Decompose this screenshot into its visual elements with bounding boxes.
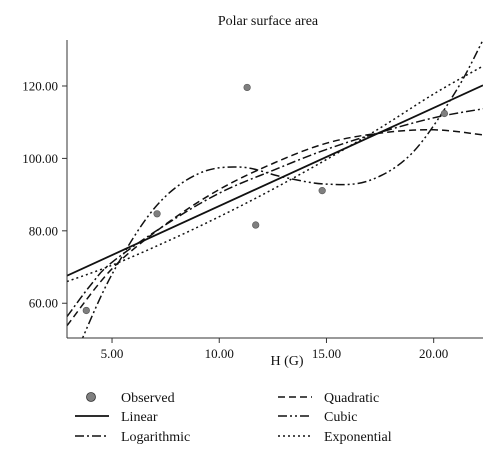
y-axis: 60.00 80.00 100.00 120.00 (22, 40, 68, 338)
chart-title: Polar surface area (218, 14, 319, 29)
y-tick-label: 100.00 (22, 151, 58, 166)
plot-area (67, 40, 483, 338)
series-line-linear (67, 84, 483, 277)
series-line-quadratic (67, 129, 483, 327)
legend-item-cubic: Cubic (278, 410, 357, 425)
legend-label-quadratic: Quadratic (324, 391, 379, 406)
legend-label-cubic: Cubic (324, 410, 357, 425)
legend-item-logarithmic: Logarithmic (75, 430, 190, 445)
legend-swatch-observed (86, 392, 96, 402)
series-line-logarithmic (67, 108, 483, 318)
legend-item-linear: Linear (75, 410, 158, 425)
x-axis-label: H (G) (270, 354, 303, 369)
y-tick-label: 80.00 (29, 223, 58, 238)
x-tick-label: 15.00 (312, 346, 341, 361)
legend-item-observed: Observed (86, 391, 175, 406)
y-tick-label: 60.00 (29, 296, 58, 311)
observed-point (153, 210, 161, 218)
observed-point (440, 109, 449, 118)
legend: Observed Linear Logarithmic Quadratic Cubic E… (75, 391, 392, 445)
x-tick-label: 20.00 (419, 346, 448, 361)
legend-label-linear: Linear (121, 410, 158, 425)
observed-point (243, 83, 251, 92)
x-tick-label: 10.00 (205, 346, 234, 361)
observed-point (252, 221, 260, 229)
legend-label-exponential: Exponential (324, 430, 392, 445)
series-line-cubic (81, 40, 483, 338)
x-axis: 5.00 10.00 15.00 20.00 (67, 337, 483, 361)
legend-item-exponential: Exponential (278, 430, 392, 445)
legend-label-observed: Observed (121, 391, 175, 406)
series-line-exponential (67, 65, 483, 283)
legend-label-logarithmic: Logarithmic (121, 430, 190, 445)
legend-item-quadratic: Quadratic (278, 391, 379, 406)
x-tick-label: 5.00 (101, 346, 124, 361)
observed-point (82, 306, 90, 315)
y-tick-label: 120.00 (22, 78, 58, 93)
observed-point (318, 187, 326, 195)
